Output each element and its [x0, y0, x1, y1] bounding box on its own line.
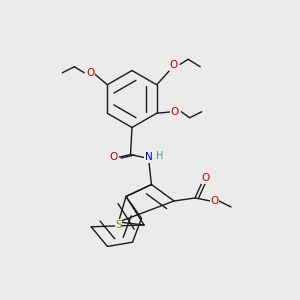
- Text: O: O: [201, 173, 210, 184]
- Text: O: O: [210, 196, 219, 206]
- Text: O: O: [169, 60, 177, 70]
- Text: S: S: [115, 220, 122, 230]
- Text: O: O: [87, 68, 95, 78]
- Text: N: N: [145, 152, 152, 163]
- Text: H: H: [156, 151, 164, 161]
- Text: O: O: [110, 152, 118, 163]
- Text: O: O: [171, 107, 179, 117]
